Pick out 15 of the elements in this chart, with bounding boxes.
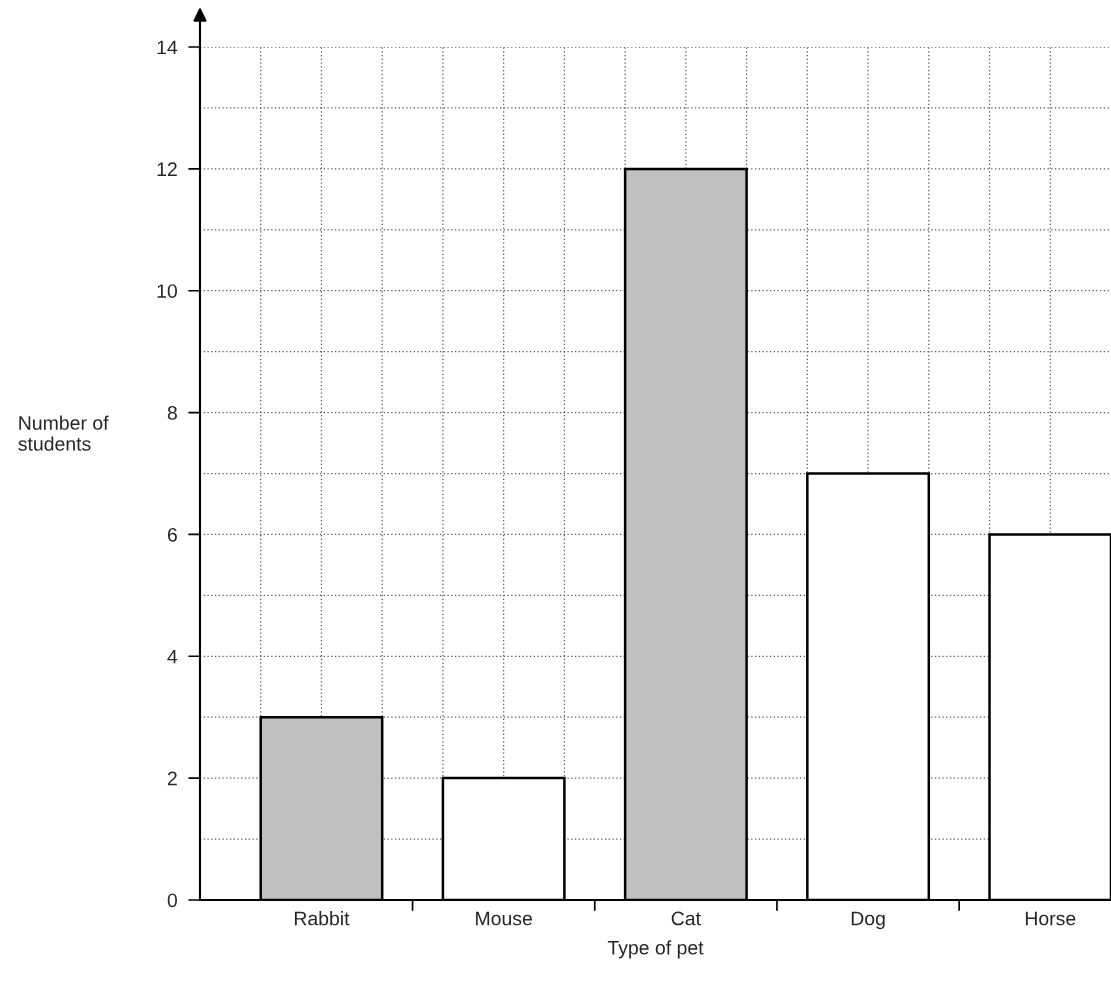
y-tick-label: 4 xyxy=(167,649,178,664)
y-tick-label: 2 xyxy=(167,771,177,786)
x-tick-label: Cat xyxy=(671,911,701,926)
y-tick-label: 14 xyxy=(157,40,178,55)
y-tick-label: 8 xyxy=(167,406,177,420)
y-axis-title: Number of students xyxy=(18,415,109,451)
x-tick-label: Dog xyxy=(851,911,885,930)
y-tick-label: 10 xyxy=(157,284,177,298)
x-tick-label: Rabbit xyxy=(294,911,350,926)
x-tick-label: Mouse xyxy=(476,911,532,926)
y-tick-label: 0 xyxy=(167,893,177,908)
x-axis-title: Type of pet xyxy=(607,940,704,959)
y-tick-label: 6 xyxy=(167,527,177,542)
x-tick-label: Horse xyxy=(1025,911,1076,926)
y-tick-label: 12 xyxy=(157,162,177,176)
